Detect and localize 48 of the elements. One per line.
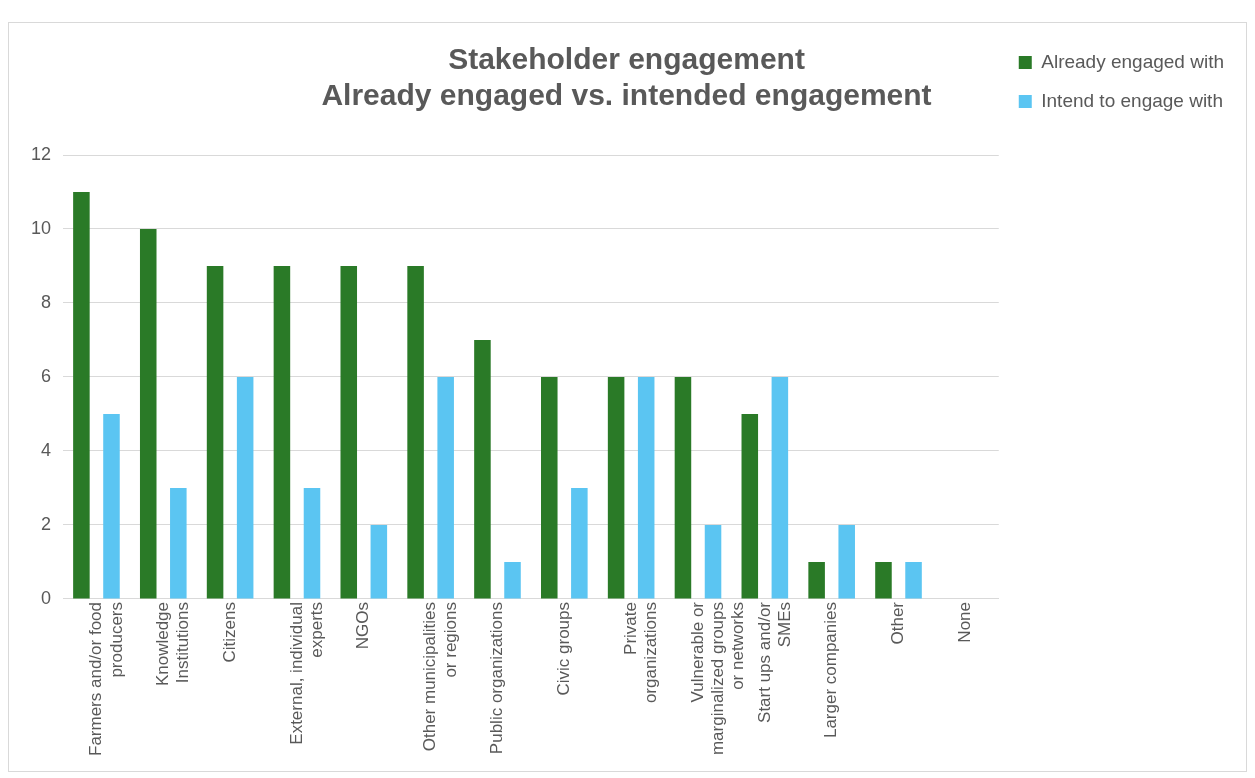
x-tick-label: Other municipalities or regions bbox=[420, 601, 460, 752]
bar bbox=[370, 524, 388, 599]
bar bbox=[273, 266, 291, 599]
bar bbox=[437, 376, 454, 599]
y-tick-label: 10 bbox=[30, 217, 52, 238]
x-tick-label: Farmers and/or food producers bbox=[86, 601, 126, 756]
bar bbox=[170, 487, 187, 599]
bar bbox=[407, 266, 424, 599]
y-tick-label: 12 bbox=[30, 143, 52, 164]
bar bbox=[236, 376, 254, 599]
bar bbox=[303, 487, 321, 599]
x-tick-label: External, individual experts bbox=[286, 601, 327, 745]
text: Stakeholder engagement bbox=[448, 42, 805, 76]
bar bbox=[571, 487, 588, 599]
x-tick-label: Private organizations bbox=[620, 601, 661, 704]
y-tick-label: 6 bbox=[41, 365, 52, 386]
bar bbox=[771, 376, 789, 599]
legend-label: Already engaged with bbox=[1041, 50, 1225, 72]
bar bbox=[340, 266, 358, 599]
bar bbox=[541, 376, 558, 599]
bar bbox=[741, 413, 759, 599]
legend-label: Intend to engage with bbox=[1041, 89, 1223, 111]
x-tick-label: Other bbox=[888, 601, 908, 645]
x-tick-label: None bbox=[955, 601, 975, 643]
bar bbox=[103, 413, 120, 599]
bar bbox=[73, 192, 90, 599]
text: Already engaged vs. intended engagement bbox=[321, 78, 932, 112]
bar bbox=[838, 524, 855, 599]
bar bbox=[674, 376, 692, 599]
bar bbox=[808, 561, 825, 599]
bar bbox=[875, 561, 892, 599]
bar bbox=[139, 229, 157, 599]
y-tick-label: 4 bbox=[41, 439, 52, 460]
y-tick-label: 0 bbox=[41, 587, 52, 608]
y-tick-label: 2 bbox=[41, 513, 52, 534]
x-tick-label: Larger companies bbox=[821, 601, 841, 739]
bar bbox=[607, 376, 625, 599]
x-tick-label: NGOs bbox=[353, 601, 373, 650]
bar bbox=[474, 340, 491, 599]
bar bbox=[637, 376, 655, 599]
bar bbox=[905, 561, 922, 599]
x-tick-label: Civic groups bbox=[554, 601, 573, 696]
x-tick-label: Public organizations bbox=[487, 601, 507, 755]
bar bbox=[504, 561, 521, 599]
y-tick-label: 8 bbox=[41, 291, 52, 312]
x-tick-label: Citizens bbox=[219, 601, 239, 663]
bar bbox=[704, 524, 722, 599]
bar bbox=[206, 266, 224, 599]
